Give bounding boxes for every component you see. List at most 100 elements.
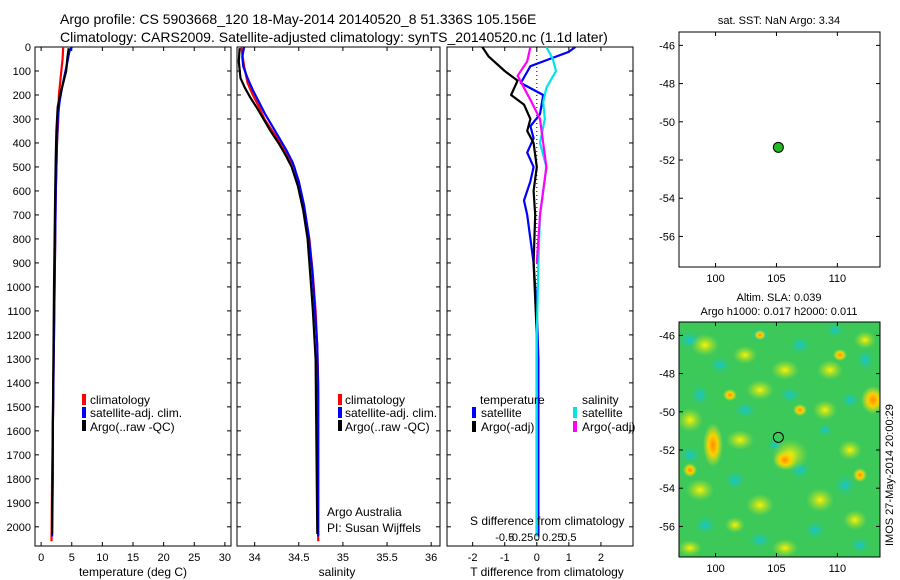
- sla-anomaly-patch: [723, 389, 737, 401]
- sla-anomaly-patch: [855, 348, 875, 372]
- sla-anomaly-patch: [817, 360, 843, 380]
- temp-series-argo-raw-qc-: [51, 48, 70, 535]
- sst-map-points: [772, 141, 784, 153]
- x-tick-label: 2: [598, 552, 604, 564]
- salinity-legend: climatology satellite-adj. clim. Argo(..…: [338, 393, 437, 434]
- sla-anomaly-patch: [746, 380, 774, 400]
- x-tick-label: 25: [188, 552, 200, 564]
- y-tick-label: 1100: [7, 306, 31, 318]
- map-x-tick-label: 100: [706, 563, 724, 575]
- legend-label-sal-argo: Argo(-adj): [582, 420, 635, 434]
- y-tick-label: 900: [13, 258, 31, 270]
- sla-anomaly-patch: [838, 440, 862, 460]
- map-y-tick-label: -50: [659, 407, 675, 419]
- sla-anomaly-patch: [708, 356, 732, 374]
- x-tick-label: -1: [500, 552, 510, 564]
- sla-anomaly-patch: [693, 515, 717, 535]
- x-tick-label: 10: [96, 552, 108, 564]
- x-tick-label: 34.5: [288, 552, 309, 564]
- map-y-tick-label: -46: [659, 40, 675, 52]
- sla-anomaly-patch: [754, 330, 766, 340]
- sla-anomaly-patch: [746, 494, 774, 516]
- sla-anomaly-patch: [854, 331, 876, 349]
- x-tick-label: 34: [249, 552, 261, 564]
- x-tick-label: 35.5: [376, 552, 397, 564]
- legend-label-sal-satellite: satellite: [582, 406, 623, 420]
- sla-anomaly-patch: [747, 531, 773, 549]
- difference-series: [481, 47, 576, 546]
- temperature-y-ticks: 0 100 200 300 400 500 600 700 800 900 1000 1100 1200…: [7, 42, 231, 534]
- sla-anomaly-patch: [771, 360, 799, 380]
- sla-anomaly-patch: [853, 468, 867, 482]
- sla-anomaly-patch: [849, 536, 871, 554]
- sla-anomaly-patch: [732, 401, 758, 419]
- map-y-tick-label: -48: [659, 369, 675, 381]
- top-tick-label: -0.5: [495, 532, 514, 544]
- sla-anomaly-patch: [686, 479, 714, 501]
- y-tick-label: 700: [13, 210, 31, 222]
- legend-label-satellite: satellite-adj. clim.: [90, 406, 182, 420]
- top-tick-label: 0: [534, 532, 540, 544]
- temperature-legend: climatology satellite-adj. clim. Argo(..…: [82, 393, 182, 434]
- difference-y-ticks: [447, 46, 633, 528]
- y-tick-label: 1800: [7, 474, 31, 486]
- salinity-y-ticks: [237, 46, 440, 528]
- map-y-tick-label: -54: [659, 193, 675, 205]
- x-tick-label: 15: [127, 552, 139, 564]
- difference-top-ticks: -0.5-0.25 0 0.250.5: [495, 532, 576, 544]
- map-x-tick-label: 105: [767, 273, 785, 285]
- legend-swatch-sal-argo: [573, 421, 577, 432]
- sst-map-panel: sat. SST: NaN Argo: 3.34 100 105 110 -46 -48…: [659, 15, 881, 285]
- sla-anomaly-patch: [833, 349, 847, 361]
- map-x-tick-label: 110: [829, 273, 847, 285]
- sal-series-satellite-adj-clim-: [241, 47, 320, 537]
- temperature-series: [50, 47, 73, 542]
- x-tick-label: 5: [69, 552, 75, 564]
- figure-title-line1: Argo profile: CS 5903668_120 18-May-2014…: [60, 11, 536, 27]
- difference-axes-frame: [446, 46, 634, 547]
- temperature-x-ticks: 0 5 10 15 20 25 30: [38, 47, 231, 564]
- x-tick-label: 35: [337, 552, 349, 564]
- legend-swatch-satellite: [338, 407, 342, 418]
- legend-header-temperature: temperature: [480, 393, 545, 407]
- sla-anomaly-patch: [813, 400, 837, 420]
- sla-map-frame: [678, 321, 881, 558]
- sla-anomaly-patch: [679, 408, 703, 432]
- map-x-tick-label: 105: [767, 563, 785, 575]
- map-y-tick-label: -56: [659, 231, 675, 243]
- x-tick-label: 20: [158, 552, 170, 564]
- sla-anomaly-patch: [839, 391, 861, 409]
- sla-map-panel: Altim. SLA: 0.039 Argo h1000: 0.017 h200…: [659, 292, 896, 575]
- y-tick-label: 600: [13, 186, 31, 198]
- difference-x-ticks: -2 -1 0 1 2: [468, 47, 604, 564]
- diff-series-salinity-satellite: [535, 47, 558, 537]
- x-tick-label: 36: [425, 552, 437, 564]
- y-tick-label: 0: [25, 42, 31, 54]
- sla-anomaly-patch: [679, 445, 702, 465]
- sla-anomaly-patch: [793, 404, 807, 416]
- pi-note-line1: Argo Australia: [327, 505, 402, 519]
- difference-xlabel-top: S difference from climatology: [470, 514, 625, 528]
- y-tick-label: 1300: [7, 354, 31, 366]
- y-tick-label: 1900: [7, 498, 31, 510]
- map-y-tick-label: -54: [659, 483, 675, 495]
- legend-label-argo: Argo(..raw -QC): [90, 420, 175, 434]
- sla-anomaly-patch: [778, 386, 802, 404]
- map-x-tick-label: 100: [706, 273, 724, 285]
- y-tick-label: 1400: [7, 378, 31, 390]
- difference-panel: -2 -1 0 1 2 T difference from climatology S …: [446, 46, 635, 579]
- sla-anomaly-patch: [816, 423, 834, 437]
- sal-series-argo-raw-qc-: [237, 48, 319, 535]
- temperature-xlabel: temperature (deg C): [79, 565, 187, 579]
- legend-header-salinity: salinity: [582, 393, 619, 407]
- sla-heatmap: [679, 322, 880, 557]
- pi-note-line2: PI: Susan Wijffels: [327, 521, 421, 535]
- y-tick-label: 1200: [7, 330, 31, 342]
- sla-map-title-line2: Argo h1000: 0.017 h2000: 0.011: [701, 306, 858, 318]
- map-x-tick-label: 110: [829, 563, 847, 575]
- legend-swatch-temp-satellite: [472, 407, 476, 418]
- y-tick-label: 400: [13, 138, 31, 150]
- argo-float-position: [772, 141, 784, 153]
- sla-anomaly-patch: [703, 423, 723, 467]
- sla-anomaly-patch: [723, 469, 747, 491]
